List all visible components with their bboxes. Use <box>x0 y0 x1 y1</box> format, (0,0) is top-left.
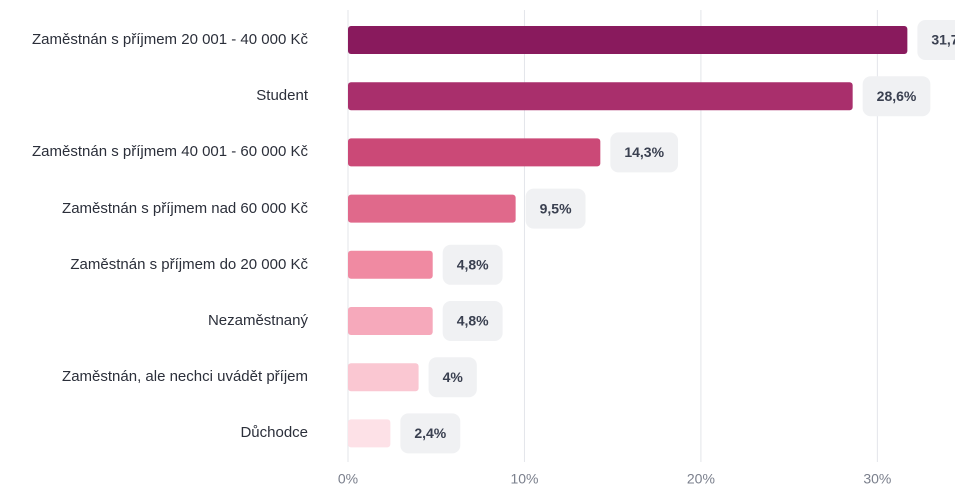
category-label: Zaměstnán s příjmem do 20 000 Kč <box>70 255 308 273</box>
bar <box>348 26 908 54</box>
x-tick-label: 20% <box>687 471 715 487</box>
category-label: Zaměstnán s příjmem 20 001 - 40 000 Kč <box>32 31 308 48</box>
bar <box>348 138 601 167</box>
value-label: 4% <box>443 369 464 385</box>
category-label: Důchodce <box>240 424 308 442</box>
category-label: Zaměstnán s příjmem 40 001 - 60 000 Kč <box>32 143 308 161</box>
value-label-bg <box>862 76 931 117</box>
category-label: Student <box>256 87 308 105</box>
value-label-bg <box>400 413 461 454</box>
x-tick-label: 10% <box>510 471 538 487</box>
value-label: 2,4% <box>414 425 446 441</box>
value-label-bg <box>917 20 955 60</box>
value-label: 9,5% <box>540 200 572 216</box>
bar <box>348 307 433 335</box>
bar <box>348 250 433 279</box>
value-label-bg <box>428 357 477 398</box>
value-label-bg <box>610 132 679 173</box>
category-label: Nezaměstnaný <box>207 312 308 329</box>
bar <box>348 194 516 223</box>
value-label: 28,6% <box>877 88 917 104</box>
x-tick-label: 30% <box>863 471 891 487</box>
category-label: Zaměstnán, ale nechci uvádět příjem <box>62 368 308 386</box>
value-label: 31,7% <box>931 32 955 48</box>
value-label: 4,8% <box>457 313 489 329</box>
value-label: 4,8% <box>457 257 489 273</box>
value-label-bg <box>525 188 586 229</box>
x-tick-label: 0% <box>338 471 358 487</box>
value-label: 14,3% <box>624 144 664 160</box>
category-label: Zaměstnán s příjmem nad 60 000 Kč <box>62 199 308 217</box>
bar <box>348 419 391 448</box>
value-label-bg <box>442 244 503 285</box>
value-label-bg <box>442 301 503 341</box>
bar <box>348 82 853 111</box>
bar <box>348 363 419 392</box>
